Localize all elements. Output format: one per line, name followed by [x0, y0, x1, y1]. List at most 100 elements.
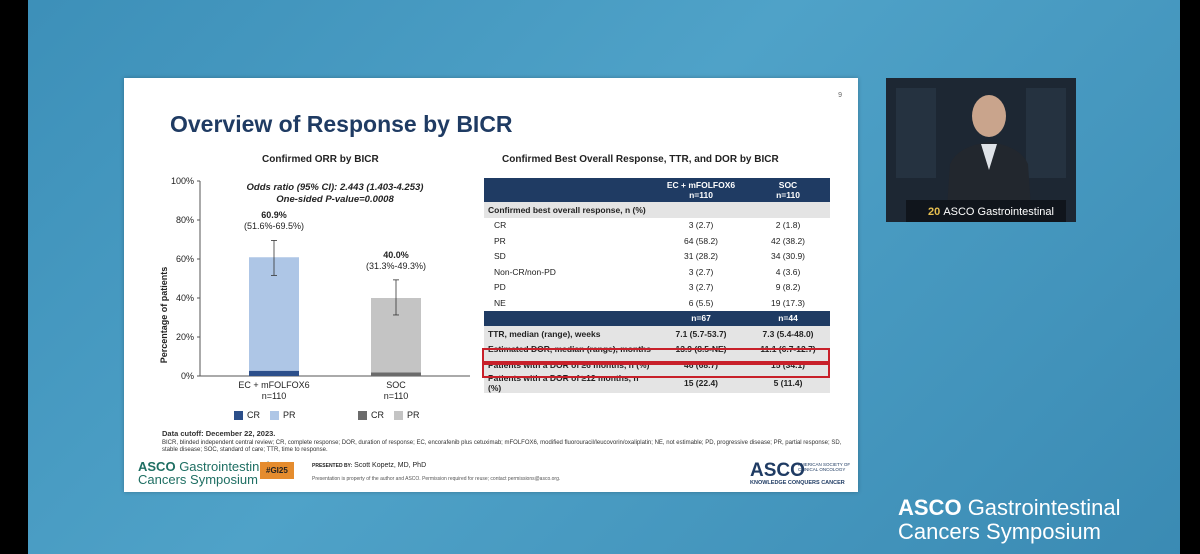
table-subheader-row: n=67 n=44 [484, 310, 830, 326]
podium-sign-text: ASCO Gastrointestinal [943, 206, 1054, 218]
asco-tagline: KNOWLEDGE CONQUERS CANCER [750, 480, 845, 486]
row-value-soc: 7.3 (5.4-48.0) [746, 326, 830, 342]
left-letterbox [0, 0, 28, 554]
legend-label-pr-ec: PR [283, 410, 296, 420]
row-value-ec: 3 (2.7) [688, 282, 714, 293]
row-value-soc: 9 (8.2) [775, 282, 801, 293]
subheader-ec: n=67 [656, 310, 746, 326]
y-tick-label: 100% [171, 176, 194, 186]
row-value-soc: 19 (17.3) [770, 297, 806, 308]
p-value-line: One-sided P-value=0.0008 [276, 194, 394, 205]
speaker-silhouette [886, 78, 1076, 222]
row-value-ec: 6 (5.5) [688, 297, 714, 308]
row-value-soc: 2 (1.8) [775, 220, 801, 231]
header-soc-name: SOC [778, 180, 798, 190]
hashtag-badge: #GI25 [260, 462, 294, 479]
row-value-ec: 64 (58.2) [683, 235, 719, 246]
table-row: NE 6 (5.5) 19 (17.3) [484, 295, 830, 311]
row-label: PR [494, 235, 506, 246]
legend-swatch-cr-soc [358, 410, 367, 420]
logo-line2: Cancers Symposium [138, 472, 258, 487]
y-tick-label: 60% [176, 254, 194, 264]
legend-ec: CR PR [234, 410, 296, 420]
banner-line2: Cancers Symposium [898, 519, 1101, 544]
y-tick-label: 80% [176, 215, 194, 225]
abbreviations: BICR, blinded independent central review… [162, 439, 842, 454]
row-value-soc: 42 (38.2) [770, 235, 806, 246]
bar-ci-soc: (31.3%-49.3%) [365, 261, 427, 271]
right-letterbox [1180, 0, 1200, 554]
legend-swatch-pr-soc [394, 410, 403, 420]
podium-sign-number: 20 [928, 206, 941, 218]
subheader-blank [484, 310, 656, 326]
legend-label-pr-soc: PR [407, 410, 420, 420]
y-tick-label: 40% [176, 293, 194, 303]
row-value-ec: 7.1 (5.7-53.7) [656, 326, 746, 342]
bar-label-soc: 40.0% (31.3%-49.3%) [346, 250, 446, 272]
bar-total-soc: 40.0% [383, 250, 409, 260]
row-value-soc: 34 (30.9) [770, 251, 806, 262]
symposium-banner: ASCO Gastrointestinal Cancers Symposium [898, 496, 1121, 544]
y-axis-label: Percentage of patients [159, 266, 169, 364]
row-label: SD [494, 251, 506, 262]
response-rows: CR 3 (2.7) 2 (1.8) PR 64 (58.2) 42 (38.2) SD 31… [484, 218, 830, 311]
orr-bar-chart: 0% 20% 40% 60% 80% 100% [171, 176, 470, 381]
bar-total-ec: 60.9% [261, 210, 287, 220]
presenter-name: Scott Kopetz, MD, PhD [354, 462, 427, 469]
table-header-ec: EC + mFOLFOX6 n=110 [656, 178, 746, 202]
chart-title: Confirmed ORR by BICR [262, 154, 379, 165]
category-name-ec: EC + mFOLFOX6 [238, 380, 310, 390]
row-value-ec: 3 (2.7) [688, 220, 714, 231]
legend-soc: CR PR [358, 410, 420, 420]
category-n-ec: n=110 [261, 391, 287, 401]
asco-sub1: AMERICAN SOCIETY OF [798, 462, 851, 467]
slide-number: 9 [838, 92, 842, 99]
row-label: CR [494, 220, 507, 231]
y-tick-label: 20% [176, 332, 194, 342]
presented-by-label: PRESENTED BY: [312, 463, 353, 469]
header-ec-name: EC + mFOLFOX6 [666, 180, 736, 190]
category-name-soc: SOC [386, 380, 406, 390]
presentation-slide: 9 Overview of Response by BICR Confirmed… [124, 78, 858, 492]
table-row: CR 3 (2.7) 2 (1.8) [484, 218, 830, 234]
header-soc-n: n=110 [776, 190, 800, 200]
podium-sign: 20 ASCO Gastrointestinal [928, 206, 1054, 218]
footnote: Data cutoff: December 22, 2023. BICR, bl… [162, 430, 842, 455]
table-header-row: EC + mFOLFOX6 n=110 SOC n=110 [484, 178, 830, 202]
subheader-soc: n=44 [746, 310, 830, 326]
highlight-box-dor6 [482, 348, 830, 363]
row-value-ec: 3 (2.7) [688, 266, 714, 277]
row-value-ec: 31 (28.2) [683, 251, 719, 262]
bar-ci-ec: (51.6%-69.5%) [243, 221, 305, 231]
presenter-credit: PRESENTED BY: Scott Kopetz, MD, PhD [312, 462, 426, 469]
y-tick-label: 0% [181, 371, 194, 381]
asco-logo: ASCO [750, 460, 805, 481]
banner-line1: Gastrointestinal [967, 495, 1121, 520]
row-label: NE [494, 297, 506, 308]
table-section-row: Confirmed best overall response, n (%) [484, 202, 830, 218]
table-row: TTR, median (range), weeks 7.1 (5.7-53.7)… [484, 326, 830, 342]
bar-segment-cr-ec [249, 370, 299, 376]
data-cutoff: Data cutoff: December 22, 2023. [162, 429, 276, 438]
table-header-soc: SOC n=110 [746, 178, 830, 202]
table-title: Confirmed Best Overall Response, TTR, an… [502, 154, 779, 165]
asco-sub2: CLINICAL ONCOLOGY [798, 467, 846, 472]
category-label-ec: EC + mFOLFOX6 n=110 [214, 380, 334, 402]
legend-swatch-pr-ec [270, 410, 279, 420]
odds-ratio-stats: Odds ratio (95% CI): 2.443 (1.403-4.253)… [200, 182, 470, 206]
bar-label-ec: 60.9% (51.6%-69.5%) [224, 210, 324, 232]
table-row: SD 31 (28.2) 34 (30.9) [484, 249, 830, 265]
odds-ratio-line: Odds ratio (95% CI): 2.443 (1.403-4.253) [246, 182, 424, 193]
category-n-soc: n=110 [383, 391, 409, 401]
row-label: PD [494, 282, 506, 293]
slide-title: Overview of Response by BICR [170, 111, 513, 137]
section-label: Confirmed best overall response, n (%) [484, 202, 830, 218]
logo-asco-text: ASCO [138, 459, 176, 474]
table-row: PD 3 (2.7) 9 (8.2) [484, 280, 830, 296]
header-ec-n: n=110 [689, 190, 713, 200]
legend-label-cr-soc: CR [371, 410, 384, 420]
copyright-notice: Presentation is property of the author a… [312, 476, 561, 482]
row-label: Non-CR/non-PD [494, 266, 556, 277]
table-row: Non-CR/non-PD 3 (2.7) 4 (3.6) [484, 264, 830, 280]
highlight-box-dor12 [482, 363, 830, 378]
